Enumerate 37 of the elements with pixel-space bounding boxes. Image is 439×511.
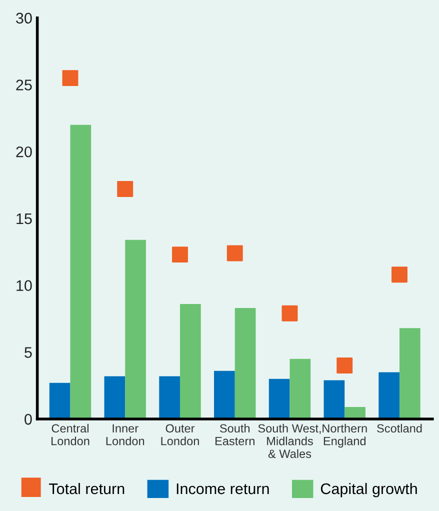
bar (70, 124, 92, 420)
x-tick-label: Scotland (377, 424, 422, 433)
bar (159, 376, 180, 420)
point (62, 70, 78, 86)
point (282, 305, 298, 322)
bar (324, 380, 345, 420)
bar (399, 328, 420, 420)
bar (268, 378, 290, 420)
y-tick-label: 10 (16, 280, 32, 291)
bar (378, 372, 400, 420)
y-tick-label: 5 (24, 347, 32, 358)
y-tick-label: 0 (24, 414, 32, 425)
legend-label: Income return (176, 484, 269, 494)
x-tick-label: Central London (52, 424, 90, 446)
bar (290, 358, 311, 420)
point (172, 246, 188, 263)
point (336, 358, 353, 374)
point (226, 245, 243, 262)
bar (234, 308, 256, 420)
y-tick-label: 20 (16, 146, 32, 158)
x-tick-label: Outer London (161, 424, 199, 446)
bar (180, 304, 201, 420)
point (117, 181, 134, 198)
x-tick-label: Inner London (106, 424, 144, 446)
x-tick-label: South Eastern (215, 424, 254, 446)
legend-label: Total return (49, 482, 124, 494)
y-tick-label: 30 (16, 12, 32, 24)
bar (125, 240, 146, 420)
y-tick-label: 25 (16, 80, 32, 90)
y-tick-label: 15 (16, 213, 32, 224)
bar (104, 376, 126, 420)
bar (49, 382, 70, 420)
point (392, 266, 408, 283)
legend-label: Capital growth (320, 482, 417, 498)
x-tick-label: South West, Midlands & Wales (258, 424, 321, 458)
x-tick-label: Northern England (322, 424, 367, 448)
bar (214, 370, 235, 420)
